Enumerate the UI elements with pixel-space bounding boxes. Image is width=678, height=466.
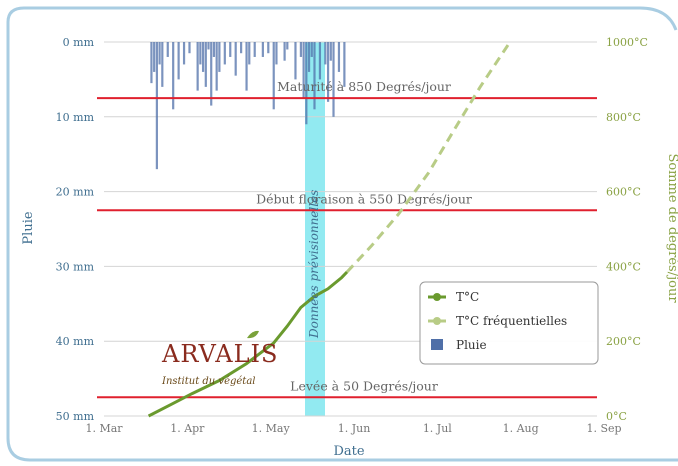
y-left-tick: 20 mm xyxy=(56,186,95,199)
threshold-label: Levée à 50 Degrés/jour xyxy=(290,378,438,393)
threshold-lines: Maturité à 850 Degrés/jour Début floraiso… xyxy=(97,79,597,399)
legend-temp-label: T°C xyxy=(456,290,479,304)
logo-tagline: Institut du végétal xyxy=(161,376,255,387)
rain-bar xyxy=(283,42,286,61)
logo-name: ARVALIS xyxy=(161,340,278,368)
y-right-tick: 200°C xyxy=(606,335,641,348)
legend-item-temp[interactable]: T°C xyxy=(428,290,479,304)
legend: T°C T°C fréquentielles Pluie xyxy=(419,281,599,365)
y-left-tick: 50 mm xyxy=(56,410,95,423)
legend-temp-freq-marker-icon xyxy=(433,317,441,325)
rain-bar xyxy=(313,42,316,110)
rain-bar xyxy=(324,42,327,65)
rain-bar xyxy=(332,42,335,117)
x-axis-label: Date xyxy=(333,444,364,459)
legend-temp-freq-label: T°C fréquentielles xyxy=(456,314,567,328)
rain-bar xyxy=(329,42,332,61)
rain-bar xyxy=(302,42,305,99)
y-left-tick-labels: 0 mm 10 mm 20 mm 30 mm 40 mm 50 mm xyxy=(56,36,95,423)
rain-bar xyxy=(177,42,180,80)
rain-bar xyxy=(161,42,164,87)
temp-line xyxy=(147,270,349,418)
rain-bar xyxy=(253,42,256,57)
rain-bar xyxy=(326,42,330,102)
y-right-tick: 1000°C xyxy=(606,36,648,49)
y-right-axis-label: Somme de degrés/jour xyxy=(665,153,678,303)
rain-bar xyxy=(267,42,270,54)
rain-bar xyxy=(188,42,191,54)
legend-temp-marker-icon xyxy=(433,293,441,301)
rain-bars xyxy=(150,42,346,170)
legend-item-temp-freq[interactable]: T°C fréquentielles xyxy=(428,314,567,328)
rain-bar xyxy=(150,42,153,84)
y-right-tick: 400°C xyxy=(606,260,641,273)
threshold-label: Maturité à 850 Degrés/jour xyxy=(277,79,451,94)
x-tick: 1. Aug xyxy=(503,422,539,435)
rain-bar xyxy=(210,42,213,106)
rain-bar xyxy=(201,42,205,72)
rain-bar xyxy=(245,42,248,91)
rain-bar xyxy=(310,42,313,57)
rain-bar xyxy=(294,42,297,80)
rain-bar xyxy=(153,42,156,72)
rain-bar xyxy=(343,42,346,87)
rain-bar xyxy=(318,42,322,80)
threshold-label: Début floraison à 550 Degrés/jour xyxy=(256,191,472,206)
rain-bar xyxy=(261,42,264,57)
rain-bar xyxy=(305,42,308,125)
logo-leaf-icon xyxy=(247,330,259,339)
rain-bar xyxy=(218,42,221,72)
rain-bar xyxy=(207,42,210,50)
legend-rain-swatch-icon xyxy=(431,339,443,350)
rain-bar xyxy=(307,42,311,72)
y-right-tick: 0°C xyxy=(606,410,627,423)
y-left-tick: 0 mm xyxy=(63,36,95,49)
rain-bar xyxy=(272,42,275,110)
rain-bar xyxy=(155,42,158,170)
x-tick-labels: 1. Mar 1. Apr 1. May 1. Jun 1. Jul 1. Aug 1. S… xyxy=(85,422,621,435)
rain-bar xyxy=(182,42,186,65)
rain-bar xyxy=(223,42,226,65)
y-right-tick: 600°C xyxy=(606,186,641,199)
forecast-band xyxy=(305,42,325,416)
y-left-axis-label: Pluie xyxy=(21,211,36,244)
legend-box xyxy=(419,281,599,365)
rain-bar xyxy=(166,42,169,57)
y-right-tick-labels: 1000°C 800°C 600°C 400°C 200°C 0°C xyxy=(606,36,648,423)
rain-bar xyxy=(212,42,216,57)
temp-line xyxy=(345,41,512,274)
x-tick: 1. Apr xyxy=(170,422,205,435)
x-tick: 1. Sep xyxy=(586,422,621,435)
rain-bar xyxy=(204,42,207,87)
x-tick: 1. Jun xyxy=(338,422,371,435)
forecast-band-label: Données prévisionnelles xyxy=(307,190,321,339)
y-left-tick: 30 mm xyxy=(56,260,95,273)
legend-item-rain[interactable]: Pluie xyxy=(431,338,487,352)
arvalis-logo: ARVALIS Institut du végétal xyxy=(161,330,278,387)
x-tick: 1. May xyxy=(252,422,291,435)
y-left-tick: 10 mm xyxy=(56,111,95,124)
y-left-tick: 40 mm xyxy=(56,335,95,348)
x-tick: 1. Jul xyxy=(423,422,452,435)
card-border xyxy=(6,6,678,462)
degree-day-lines xyxy=(147,41,512,418)
rain-bar xyxy=(199,42,202,65)
rain-bar xyxy=(240,42,243,54)
rain-bar xyxy=(229,42,232,57)
rain-bar xyxy=(196,42,199,91)
legend-rain-label: Pluie xyxy=(456,338,487,352)
rain-bar xyxy=(299,42,303,57)
rain-bar xyxy=(158,42,161,65)
rain-bar xyxy=(172,42,175,110)
rain-bar xyxy=(275,42,278,65)
y-right-tick: 800°C xyxy=(606,111,641,124)
rain-bar xyxy=(286,42,289,50)
rain-bar xyxy=(215,42,218,91)
x-tick: 1. Mar xyxy=(85,422,123,435)
rain-bar xyxy=(337,42,341,72)
rain-bar xyxy=(234,42,237,76)
rain-bar xyxy=(248,42,251,65)
